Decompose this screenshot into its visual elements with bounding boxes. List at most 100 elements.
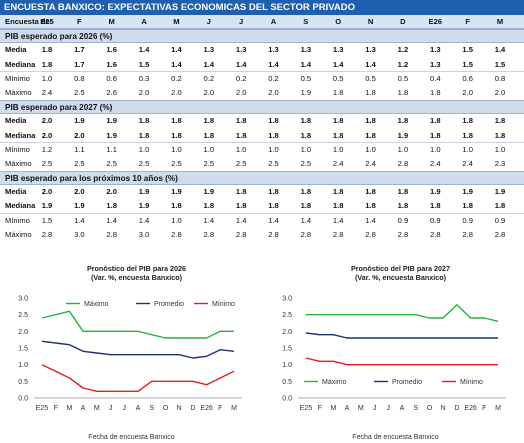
table-header-row: Encuesta de: E25 F M A M J J A S O N D E26 F M — [0, 15, 524, 30]
row-label: Media — [5, 45, 27, 55]
column-header: N — [367, 17, 374, 26]
table-cell: 1.8 — [41, 59, 53, 69]
row-label: Máximo — [5, 87, 32, 97]
table-cell: 1.0 — [41, 73, 53, 83]
table-row: Máximo 2.4 2.5 2.6 2.0 2.0 2.0 2.0 2.0 1.9 1.8 1.8 1… — [0, 86, 524, 100]
table-cell: 2.0 — [171, 87, 182, 97]
table-row: Media 1.8 1.7 1.6 1.4 1.4 1.3 1.3 1.3 1.3 1.3 1.3 1.… — [0, 43, 524, 57]
section-title-row: PIB esperado para 2026 (%) — [0, 29, 524, 44]
table-cell: 1.0 — [138, 144, 150, 154]
x-tick-label: E26 — [200, 405, 213, 412]
y-tick-label: 3.0 — [18, 296, 28, 303]
table-cell: 2.5 — [74, 87, 85, 97]
table-cell: 3.0 — [138, 229, 150, 239]
section-title: PIB esperado para 2026 (%) — [5, 32, 113, 42]
table-cell: 1.3 — [365, 45, 376, 55]
table-cell: 2.4 — [462, 158, 473, 168]
table-cell: 1.8 — [268, 201, 279, 211]
table-cell: 1.4 — [235, 215, 247, 225]
table-cell: 0.6 — [462, 73, 473, 83]
table-cell: 1.5 — [494, 59, 506, 69]
x-tick-label: E25 — [36, 405, 49, 412]
table-cell: 1.8 — [300, 130, 312, 140]
table-cell: 1.0 — [332, 144, 344, 154]
section-title: PIB esperado para los próximos 10 años (… — [5, 174, 178, 184]
table-cell: 1.6 — [106, 59, 117, 69]
y-tick-label: 0.5 — [282, 379, 292, 386]
x-tick-label: S — [413, 405, 418, 412]
x-axis-label: Fecha de encuesta Banxico — [88, 434, 174, 441]
table-cell: 2.4 — [41, 87, 53, 97]
table-cell: 1.8 — [268, 187, 279, 197]
x-tick-label: S — [149, 405, 154, 412]
table-cell: 2.8 — [106, 229, 117, 239]
column-header: M — [496, 17, 504, 26]
x-tick-label: M — [331, 405, 337, 412]
legend-label: Promedio — [154, 301, 184, 308]
table-cell: 2.8 — [300, 229, 312, 239]
table-cell: 1.8 — [300, 116, 312, 126]
table-cell: 2.8 — [494, 229, 506, 239]
gdp-2027-chart-svg: Pronóstico del PIB para 2027(Var. %, enc… — [282, 264, 506, 441]
table-cell: 2.5 — [300, 158, 312, 168]
table-cell: 1.8 — [171, 201, 182, 211]
legend-label: Máximo — [322, 379, 347, 386]
table-cell: 1.4 — [138, 215, 150, 225]
column-header: D — [400, 17, 406, 26]
column-header: O — [335, 17, 342, 26]
table-cell: 1.3 — [235, 45, 247, 55]
table-cell: 1.4 — [138, 45, 150, 55]
table-cell: 1.4 — [300, 59, 312, 69]
table-cell: 1.4 — [106, 215, 117, 225]
table-cell: 1.4 — [171, 59, 182, 69]
x-tick-label: N — [177, 405, 182, 412]
table-cell: 1.0 — [171, 215, 182, 225]
table-cell: 1.8 — [235, 116, 247, 126]
table-cell: 0.4 — [430, 73, 441, 83]
x-tick-label: E26 — [464, 405, 477, 412]
x-tick-label: D — [190, 405, 195, 412]
table-cell: 1.9 — [171, 187, 182, 197]
row-label: Mínimo — [5, 215, 30, 225]
table-cell: 1.4 — [235, 59, 247, 69]
table-cell: 2.0 — [235, 87, 247, 97]
legend-label: Mínimo — [460, 379, 483, 386]
table-cell: 1.8 — [494, 201, 506, 211]
table-cell: 1.8 — [397, 116, 409, 126]
table-cell: 2.6 — [106, 87, 117, 97]
table-cell: 2.8 — [235, 229, 247, 239]
table-cell: 1.9 — [430, 187, 441, 197]
table-cell: 2.5 — [235, 158, 247, 168]
table-cell: 2.0 — [106, 187, 117, 197]
table-cell: 1.4 — [365, 59, 376, 69]
table-cell: 2.0 — [41, 116, 53, 126]
table-cell: 1.4 — [203, 215, 215, 225]
table-cell: 1.8 — [494, 116, 506, 126]
column-header: M — [108, 17, 115, 26]
gdp-2026-chart-svg: Pronóstico del PIB para 2026(Var. %, enc… — [18, 264, 242, 441]
table-cell: 1.2 — [397, 45, 409, 55]
table-cell: 1.9 — [74, 201, 85, 211]
row-label: Mediana — [5, 130, 36, 140]
table-cell: 0.2 — [268, 73, 279, 83]
series-line-promedio — [305, 332, 498, 339]
table-cell: 2.5 — [171, 158, 182, 168]
table-cell: 1.8 — [268, 116, 279, 126]
series-line-mximo — [41, 310, 234, 339]
x-tick-label: M — [231, 405, 237, 412]
table-row: Mediana 2.0 2.0 1.9 1.8 1.8 1.8 1.8 1.8 1.8 1.8 1.8… — [0, 129, 524, 143]
section-title-row: PIB esperado para 2027 (%) — [0, 100, 524, 115]
table-cell: 2.0 — [41, 130, 53, 140]
chart-title: Pronóstico del PIB para 2027 — [351, 264, 450, 273]
x-tick-label: A — [345, 405, 350, 412]
table-cell: 1.3 — [203, 45, 215, 55]
table-row: Mínimo 1.0 0.8 0.6 0.3 0.2 0.2 0.2 0.2 0.5 0.5 0.5 0… — [0, 72, 524, 86]
column-header: J — [239, 17, 244, 26]
table-cell: 1.0 — [494, 144, 506, 154]
table-cell: 1.3 — [332, 45, 344, 55]
column-header: E25 — [40, 17, 54, 26]
legend-label: Máximo — [84, 301, 109, 308]
table-cell: 1.7 — [74, 45, 85, 55]
y-tick-label: 2.0 — [18, 329, 28, 336]
x-tick-label: M — [67, 405, 73, 412]
